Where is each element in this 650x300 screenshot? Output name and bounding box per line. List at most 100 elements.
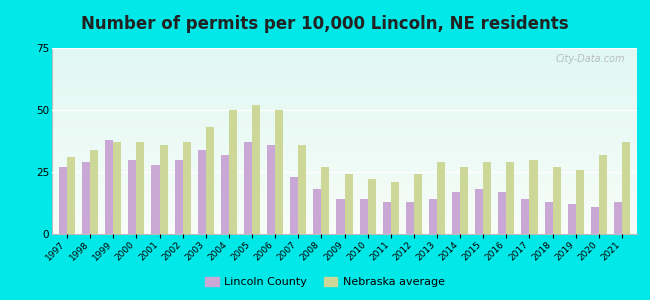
Bar	[52, 184, 637, 186]
Bar	[267, 145, 275, 234]
Bar	[530, 160, 538, 234]
Bar	[52, 180, 637, 182]
Bar	[52, 232, 637, 234]
Bar	[359, 199, 368, 234]
Bar	[321, 167, 330, 234]
Bar	[52, 189, 637, 191]
Bar	[599, 154, 607, 234]
Bar	[52, 171, 637, 172]
Bar	[52, 193, 637, 195]
Bar	[52, 85, 637, 87]
Bar	[460, 167, 468, 234]
Bar	[391, 182, 399, 234]
Bar	[52, 208, 637, 210]
Bar	[52, 200, 637, 202]
Bar	[429, 199, 437, 234]
Bar	[52, 186, 637, 188]
Bar	[52, 215, 637, 217]
Bar	[552, 167, 561, 234]
Bar	[52, 228, 637, 230]
Bar	[452, 192, 460, 234]
Bar	[499, 192, 506, 234]
Bar	[52, 57, 637, 59]
Bar	[52, 119, 637, 121]
Bar	[52, 50, 637, 52]
Bar	[52, 113, 637, 115]
Bar	[52, 199, 637, 200]
Bar	[52, 139, 637, 141]
Bar	[52, 74, 637, 76]
Bar	[52, 160, 637, 161]
Bar	[52, 206, 637, 208]
Bar	[52, 48, 637, 50]
Bar	[52, 214, 637, 215]
Bar	[52, 76, 637, 78]
Bar	[52, 219, 637, 221]
Bar	[52, 165, 637, 167]
Bar	[252, 105, 260, 234]
Bar	[159, 145, 168, 234]
Bar	[344, 175, 352, 234]
Bar	[591, 207, 599, 234]
Bar	[82, 162, 90, 234]
Bar	[52, 59, 637, 61]
Bar	[52, 98, 637, 100]
Bar	[52, 117, 637, 119]
Bar	[52, 226, 637, 228]
Bar	[113, 142, 122, 234]
Bar	[175, 160, 183, 234]
Bar	[52, 87, 637, 89]
Bar	[52, 195, 637, 197]
Bar	[128, 160, 136, 234]
Bar	[229, 110, 237, 234]
Bar	[52, 93, 637, 94]
Bar	[52, 167, 637, 169]
Bar	[298, 145, 306, 234]
Bar	[52, 130, 637, 132]
Bar	[52, 137, 637, 139]
Bar	[506, 162, 514, 234]
Bar	[52, 178, 637, 180]
Bar	[313, 189, 321, 234]
Bar	[52, 221, 637, 223]
Bar	[52, 150, 637, 152]
Bar	[52, 94, 637, 96]
Bar	[52, 122, 637, 124]
Bar	[136, 142, 144, 234]
Bar	[52, 83, 637, 85]
Bar	[151, 165, 159, 234]
Text: Number of permits per 10,000 Lincoln, NE residents: Number of permits per 10,000 Lincoln, NE…	[81, 15, 569, 33]
Bar	[52, 143, 637, 145]
Bar	[52, 52, 637, 54]
Bar	[52, 128, 637, 130]
Bar	[52, 115, 637, 117]
Bar	[244, 142, 252, 234]
Bar	[52, 148, 637, 150]
Bar	[368, 179, 376, 234]
Bar	[52, 172, 637, 175]
Bar	[52, 230, 637, 232]
Bar	[52, 169, 637, 171]
Bar	[52, 188, 637, 189]
Bar	[52, 104, 637, 106]
Bar	[406, 202, 414, 234]
Bar	[52, 110, 637, 111]
Bar	[52, 134, 637, 135]
Bar	[475, 189, 483, 234]
Bar	[52, 80, 637, 82]
Bar	[52, 191, 637, 193]
Bar	[567, 204, 576, 234]
Bar	[52, 135, 637, 137]
Bar	[52, 68, 637, 70]
Bar	[483, 162, 491, 234]
Bar	[52, 106, 637, 107]
Bar	[52, 156, 637, 158]
Bar	[545, 202, 552, 234]
Bar	[52, 100, 637, 102]
Bar	[52, 225, 637, 226]
Bar	[52, 163, 637, 165]
Bar	[221, 154, 229, 234]
Bar	[90, 150, 98, 234]
Bar	[437, 162, 445, 234]
Bar	[52, 56, 637, 57]
